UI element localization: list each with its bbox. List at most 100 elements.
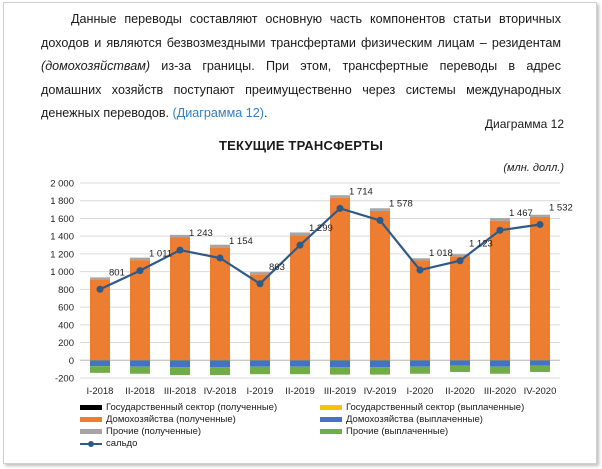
bar-segment bbox=[130, 360, 150, 367]
paragraph-italic: (домохозяйствам) bbox=[41, 59, 151, 73]
data-label: 1 714 bbox=[349, 186, 373, 197]
legend-item-other-received: Прочие (полученные) bbox=[80, 426, 201, 437]
bar-segment bbox=[250, 360, 270, 367]
bar-segment bbox=[250, 272, 270, 275]
bar-segment bbox=[490, 220, 510, 361]
x-tick-label: II-2020 bbox=[445, 386, 475, 397]
balance-point bbox=[456, 257, 464, 265]
y-tick-label: -200 bbox=[55, 374, 74, 385]
diagram-reference-link[interactable]: (Диаграмма 12) bbox=[172, 106, 264, 120]
bar-segment bbox=[210, 367, 230, 376]
bar-segment bbox=[410, 260, 430, 361]
bar-segment bbox=[290, 235, 310, 361]
bar-segment bbox=[450, 360, 470, 366]
bar-segment bbox=[370, 360, 390, 368]
legend-item-gov-received: Государственный сектор (полученные) bbox=[80, 402, 277, 413]
balance-point bbox=[96, 285, 104, 293]
y-tick-label: 1 800 bbox=[50, 196, 74, 207]
legend-line-swatch bbox=[80, 440, 102, 448]
data-label: 1 532 bbox=[549, 202, 573, 213]
y-tick-label: 1 200 bbox=[50, 249, 74, 260]
bar-segment bbox=[170, 237, 190, 361]
bar-segment bbox=[330, 360, 350, 368]
legend-item-gov-paid: Государственный сектор (выплаченные) bbox=[320, 402, 524, 413]
paragraph-text-2: из-за границы. При этом, трансфертные пе… bbox=[41, 59, 561, 120]
x-tick-label: III-2020 bbox=[484, 386, 516, 397]
legend-label: Прочие (выплаченные) bbox=[346, 426, 449, 437]
bar-segment bbox=[250, 366, 270, 375]
bar-segment bbox=[450, 365, 470, 372]
bar-segment bbox=[530, 216, 550, 361]
bar-segment bbox=[330, 195, 350, 198]
legend-item-households-received: Домохозяйства (полученные) bbox=[80, 414, 236, 425]
x-tick-label: II-2018 bbox=[125, 386, 155, 397]
y-tick-label: 400 bbox=[58, 320, 74, 331]
bar-segment bbox=[370, 210, 390, 361]
bar-segment bbox=[530, 360, 550, 366]
y-tick-label: 800 bbox=[58, 285, 74, 296]
y-tick-label: 2 000 bbox=[50, 179, 74, 190]
x-tick-label: IV-2019 bbox=[364, 386, 397, 397]
bar-segment bbox=[330, 367, 350, 375]
bar-segment bbox=[450, 256, 470, 361]
bar-segment bbox=[130, 257, 150, 261]
bar-segment bbox=[450, 254, 470, 257]
data-label: 1 123 bbox=[469, 239, 493, 250]
y-tick-label: 1 400 bbox=[50, 232, 74, 243]
x-tick-label: III-2019 bbox=[324, 386, 356, 397]
paragraph-tail: . bbox=[263, 106, 268, 120]
balance-point bbox=[496, 226, 504, 234]
balance-point bbox=[416, 266, 424, 274]
x-tick-label: I-2018 bbox=[87, 386, 114, 397]
data-label: 801 bbox=[109, 267, 125, 278]
bar-segment bbox=[410, 258, 430, 261]
body-paragraph: Данные переводы составляют основную част… bbox=[41, 8, 561, 126]
paragraph-text-1: Данные переводы составляют основную част… bbox=[41, 12, 561, 50]
bar-segment bbox=[210, 247, 230, 361]
bar-segment bbox=[410, 360, 430, 367]
bar-segment bbox=[210, 244, 230, 248]
legend-label: Государственный сектор (выплаченные) bbox=[346, 402, 525, 413]
bar-segment bbox=[290, 366, 310, 375]
legend-item-balance: сальдо bbox=[80, 438, 137, 449]
legend-swatch bbox=[80, 405, 102, 410]
balance-point bbox=[256, 280, 264, 288]
x-tick-label: IV-2020 bbox=[524, 386, 557, 397]
bar-segment bbox=[410, 366, 430, 374]
bar-segment bbox=[490, 360, 510, 367]
bar-segment bbox=[170, 367, 190, 376]
balance-line bbox=[99, 207, 541, 291]
data-label: 863 bbox=[269, 262, 285, 273]
chart-unit: (млн. долл.) bbox=[503, 162, 564, 174]
legend-item-other-paid: Прочие (выплаченные) bbox=[320, 426, 448, 437]
x-tick-label: II-2019 bbox=[285, 386, 315, 397]
legend-label: Домохозяйства (выплаченные) bbox=[346, 414, 483, 425]
bar-segment bbox=[370, 208, 390, 211]
x-tick-label: I-2019 bbox=[247, 386, 274, 397]
bar-segment bbox=[370, 367, 390, 375]
bar-segment bbox=[290, 232, 310, 236]
data-label: 1 018 bbox=[429, 248, 453, 259]
balance-point bbox=[336, 204, 344, 212]
data-label: 1 154 bbox=[229, 236, 253, 247]
balance-point bbox=[176, 246, 184, 254]
bar-segment bbox=[490, 218, 510, 221]
bar-segment bbox=[90, 360, 110, 367]
balance-point bbox=[136, 267, 144, 275]
y-tick-label: 200 bbox=[58, 338, 74, 349]
bar-segment bbox=[490, 366, 510, 374]
bar-segment bbox=[210, 360, 230, 368]
x-tick-label: IV-2018 bbox=[204, 386, 237, 397]
data-label: 1 299 bbox=[309, 223, 333, 234]
legend-label: Прочие (полученные) bbox=[106, 426, 202, 437]
bar-segment bbox=[90, 366, 110, 373]
chart-title: ТЕКУЩИЕ ТРАНСФЕРТЫ bbox=[219, 138, 383, 153]
balance-point bbox=[376, 216, 384, 224]
legend-swatch bbox=[80, 429, 102, 434]
y-tick-label: 1 600 bbox=[50, 214, 74, 225]
y-tick-label: 0 bbox=[69, 356, 74, 367]
legend-swatch bbox=[320, 429, 342, 434]
bar-segment bbox=[530, 365, 550, 372]
balance-point bbox=[296, 241, 304, 249]
